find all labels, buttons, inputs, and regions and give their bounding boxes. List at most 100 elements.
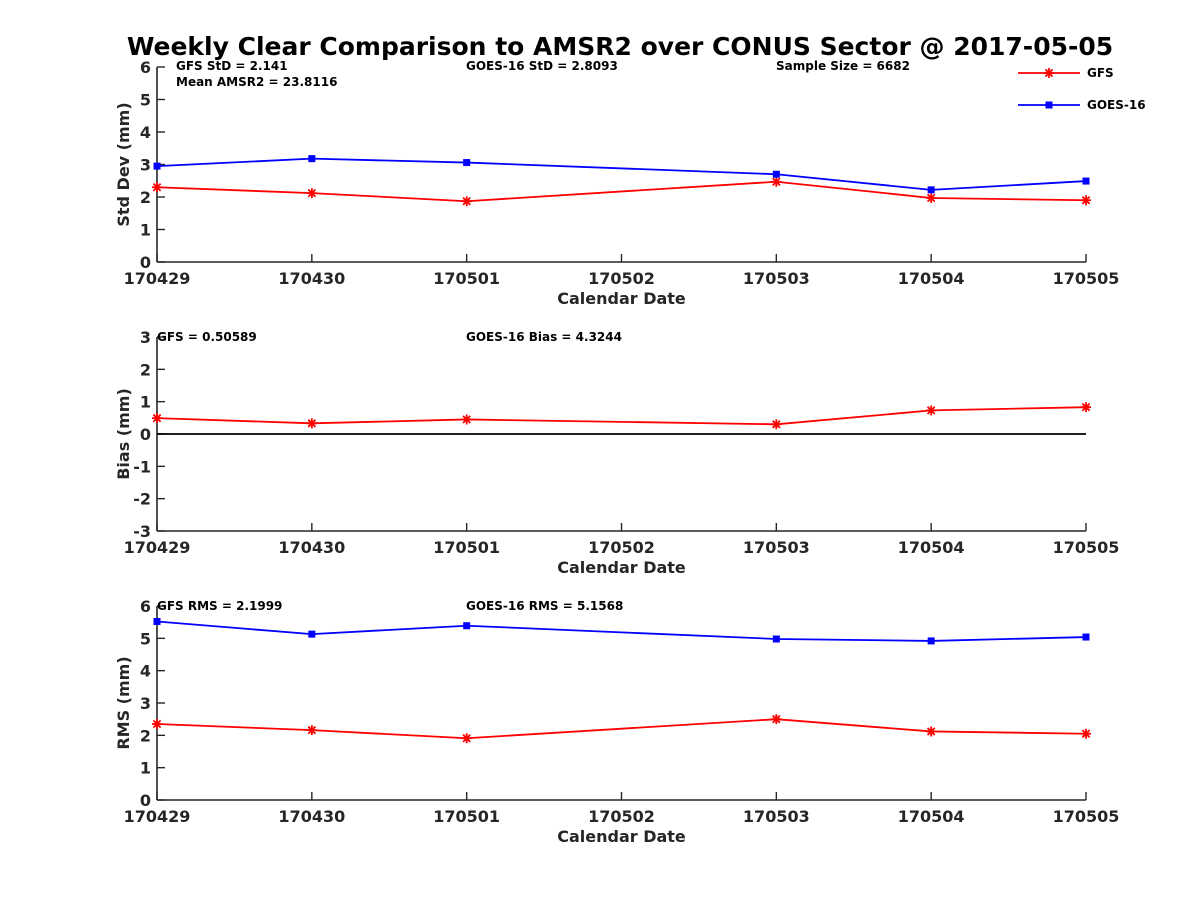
y-tick-label: -2 — [133, 490, 151, 509]
data-point-gfs — [771, 419, 782, 430]
legend-item-gfs: GFS — [1018, 66, 1114, 80]
x-tick-label: 170501 — [433, 807, 500, 826]
data-point-gfs — [926, 726, 937, 737]
legend-marker — [1045, 101, 1053, 109]
data-point-goes-16 — [153, 162, 161, 170]
data-point-gfs — [461, 196, 472, 207]
y-tick-label: 1 — [140, 759, 151, 778]
data-point-gfs — [1081, 402, 1091, 413]
y-axis-label: Bias (mm) — [114, 388, 133, 480]
legend-item-goes-16: GOES-16 — [1018, 98, 1146, 112]
y-tick-label: 1 — [140, 221, 151, 240]
chart-title: Weekly Clear Comparison to AMSR2 over CO… — [127, 32, 1113, 61]
chart-legend: GFS GOES-16 — [1018, 66, 1146, 112]
x-tick-label: 170503 — [743, 538, 810, 557]
y-tick-label: 2 — [140, 188, 151, 207]
data-point-goes-16 — [308, 155, 316, 163]
data-point-gfs — [1081, 195, 1091, 206]
x-tick-label: 170429 — [124, 538, 191, 557]
y-tick-label: 2 — [140, 726, 151, 745]
x-tick-label: 170504 — [898, 807, 965, 826]
y-tick-label: 5 — [140, 91, 151, 110]
data-point-gfs — [771, 176, 782, 187]
panel-3: 170429 170430 170501 170502 170503 170504 1705… — [114, 597, 1119, 846]
x-tick-label: 170505 — [1053, 538, 1120, 557]
y-tick-label: 6 — [140, 58, 151, 77]
annotation-text: GFS StD = 2.141 — [176, 59, 288, 73]
y-tick-label: 0 — [140, 791, 151, 810]
x-tick-label: 170503 — [743, 807, 810, 826]
data-point-goes-16 — [927, 637, 935, 645]
x-axis-label: Calendar Date — [557, 558, 686, 577]
legend-label: GFS — [1087, 66, 1114, 80]
x-tick-label: 170504 — [898, 538, 965, 557]
y-tick-label: 3 — [140, 156, 151, 175]
y-tick-label: 1 — [140, 393, 151, 412]
annotation-text: Sample Size = 6682 — [776, 59, 910, 73]
x-tick-label: 170504 — [898, 269, 965, 288]
data-point-gfs — [461, 733, 472, 744]
y-tick-label: 3 — [140, 694, 151, 713]
y-tick-label: 4 — [140, 123, 151, 142]
legend-label: GOES-16 — [1087, 98, 1146, 112]
annotation-text: GOES-16 StD = 2.8093 — [466, 59, 618, 73]
annotation-text: GOES-16 RMS = 5.1568 — [466, 599, 623, 613]
x-tick-label: 170505 — [1053, 807, 1120, 826]
data-point-gfs — [306, 725, 317, 736]
data-point-gfs — [926, 192, 937, 203]
x-tick-label: 170429 — [124, 807, 191, 826]
series-line-gfs — [156, 718, 1087, 740]
x-tick-label: 170429 — [124, 269, 191, 288]
y-tick-label: 0 — [140, 425, 151, 444]
y-tick-label: 0 — [140, 253, 151, 272]
data-point-goes-16 — [1082, 177, 1090, 185]
data-point-goes-16 — [153, 618, 161, 626]
data-point-goes-16 — [463, 159, 471, 167]
data-point-gfs — [461, 414, 472, 425]
panel-1: 170429 170430 170501 170502 170503 170504 1705… — [114, 58, 1119, 308]
data-point-goes-16 — [463, 622, 471, 630]
x-tick-label: 170430 — [278, 807, 345, 826]
y-tick-label: 4 — [140, 662, 151, 681]
data-point-gfs — [306, 418, 317, 429]
y-tick-label: -1 — [133, 457, 151, 476]
data-point-goes-16 — [308, 630, 316, 638]
data-point-gfs — [926, 405, 937, 416]
annotation-text: Mean AMSR2 = 23.8116 — [176, 75, 337, 89]
data-point-gfs — [1081, 728, 1091, 739]
data-point-gfs — [306, 188, 317, 199]
x-axis-label: Calendar Date — [557, 827, 686, 846]
chart-panels: 170429 170430 170501 170502 170503 170504 1705… — [114, 58, 1119, 846]
x-tick-label: 170501 — [433, 538, 500, 557]
x-tick-label: 170502 — [588, 807, 655, 826]
annotation-text: GFS = 0.50589 — [157, 330, 257, 344]
x-tick-label: 170430 — [278, 269, 345, 288]
x-tick-label: 170502 — [588, 538, 655, 557]
y-tick-label: 5 — [140, 629, 151, 648]
x-tick-label: 170501 — [433, 269, 500, 288]
series-line-goes-16 — [156, 157, 1087, 191]
data-point-goes-16 — [772, 635, 780, 643]
x-tick-label: 170503 — [743, 269, 810, 288]
y-tick-label: 3 — [140, 328, 151, 347]
data-point-gfs — [771, 714, 782, 725]
data-point-gfs — [152, 182, 162, 193]
x-tick-label: 170505 — [1053, 269, 1120, 288]
legend-marker — [1044, 68, 1054, 78]
series-line-gfs — [156, 180, 1087, 203]
x-axis-label: Calendar Date — [557, 289, 686, 308]
y-tick-label: 2 — [140, 360, 151, 379]
y-tick-label: 6 — [140, 597, 151, 616]
x-tick-label: 170502 — [588, 269, 655, 288]
data-point-gfs — [152, 413, 162, 424]
series-line-goes-16 — [156, 620, 1087, 642]
x-tick-label: 170430 — [278, 538, 345, 557]
y-axis-label: RMS (mm) — [114, 656, 133, 749]
y-axis-label: Std Dev (mm) — [114, 102, 133, 226]
data-point-goes-16 — [927, 186, 935, 194]
data-point-gfs — [152, 719, 162, 730]
series-line-gfs — [156, 406, 1087, 426]
panel-2: 170429 170430 170501 170502 170503 170504 1705… — [114, 328, 1119, 577]
data-point-goes-16 — [772, 170, 780, 178]
